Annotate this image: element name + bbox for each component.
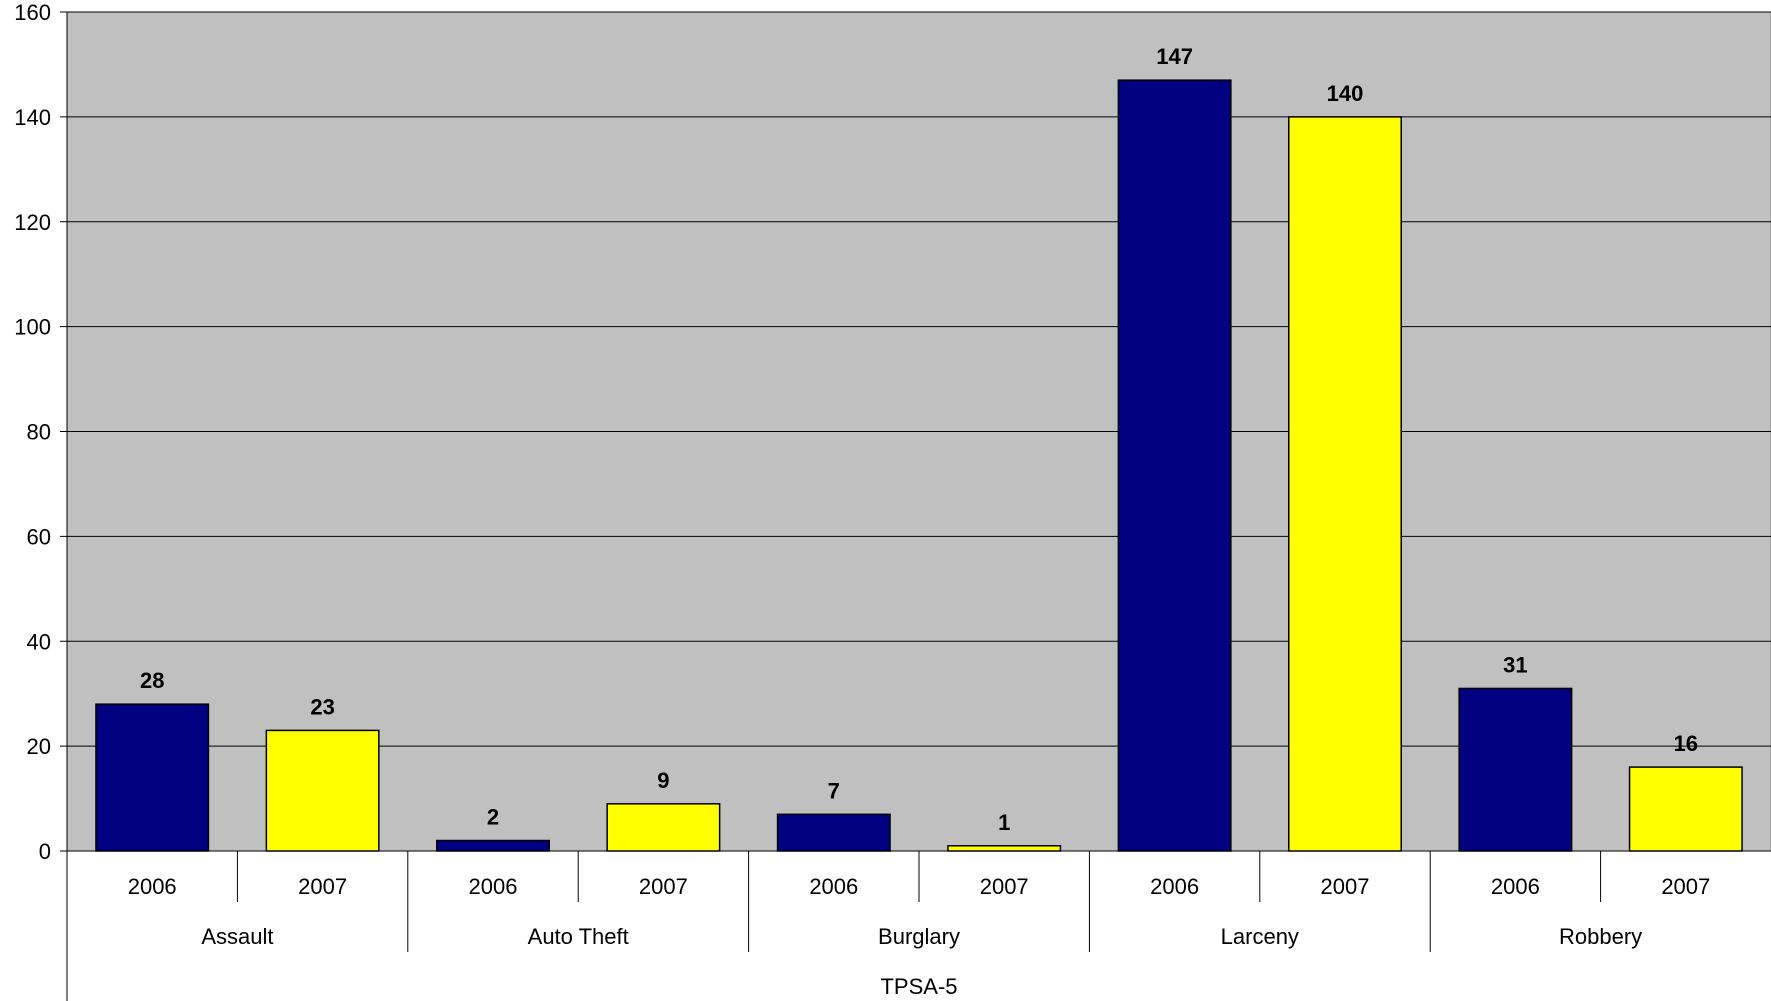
- x-category-label: Auto Theft: [528, 924, 629, 949]
- x-subcategory-label: 2006: [809, 874, 858, 899]
- x-subcategory-label: 2007: [1661, 874, 1710, 899]
- bar-burglary-2007: [947, 845, 1062, 852]
- x-subcategory-label: 2006: [1491, 874, 1540, 899]
- y-tick-label: 0: [39, 839, 51, 864]
- bar-auto-theft-2007: [606, 803, 721, 852]
- bar-robbery-2007: [1628, 766, 1743, 852]
- y-tick-label: 100: [14, 315, 51, 340]
- y-tick-label: 60: [27, 524, 51, 549]
- x-subcategory-label: 2006: [128, 874, 177, 899]
- bar-assault-2006: [95, 703, 210, 852]
- bar-assault-2007: [265, 729, 380, 852]
- x-category-label: Burglary: [878, 924, 960, 949]
- bars: [95, 79, 1743, 852]
- x-axis-category-labels: 2006 2007 Assault 2006 2007 Auto Theft 2006 200…: [128, 851, 1710, 999]
- x-subcategory-label: 2007: [639, 874, 688, 899]
- data-label: 28: [140, 668, 164, 693]
- data-label: 2: [487, 805, 499, 830]
- x-subcategory-label: 2007: [298, 874, 347, 899]
- bar-larceny-2006: [1117, 79, 1232, 852]
- data-label: 23: [310, 694, 334, 719]
- data-label: 9: [657, 768, 669, 793]
- x-subcategory-label: 2007: [980, 874, 1029, 899]
- bar-auto-theft-2006: [436, 839, 550, 852]
- x-subcategory-label: 2006: [1150, 874, 1199, 899]
- x-subcategory-label: 2006: [469, 874, 518, 899]
- y-tick-label: 120: [14, 210, 51, 235]
- data-label: 16: [1674, 731, 1698, 756]
- x-subcategory-label: 2007: [1321, 874, 1370, 899]
- x-category-label: Assault: [201, 924, 273, 949]
- y-tick-label: 80: [27, 420, 51, 445]
- data-label: 7: [828, 778, 840, 803]
- bar-robbery-2006: [1458, 687, 1573, 852]
- data-label: 1: [998, 810, 1010, 835]
- data-labels: 28 23 2 9 7 1 147 140 31 16: [140, 44, 1698, 835]
- bar-burglary-2006: [776, 813, 891, 852]
- y-tick-label: 140: [14, 105, 51, 130]
- y-tick-label: 160: [14, 0, 51, 25]
- x-group-label: TPSA-5: [880, 974, 957, 999]
- x-category-label: Larceny: [1221, 924, 1299, 949]
- data-label: 31: [1503, 652, 1527, 677]
- y-tick-label: 40: [27, 629, 51, 654]
- bar-larceny-2007: [1288, 116, 1402, 852]
- data-label: 140: [1327, 81, 1364, 106]
- y-tick-label: 20: [27, 734, 51, 759]
- x-category-label: Robbery: [1559, 924, 1642, 949]
- data-label: 147: [1156, 44, 1193, 69]
- y-axis-tick-labels: 0 20 40 60 80 100 120 140 160: [14, 0, 67, 864]
